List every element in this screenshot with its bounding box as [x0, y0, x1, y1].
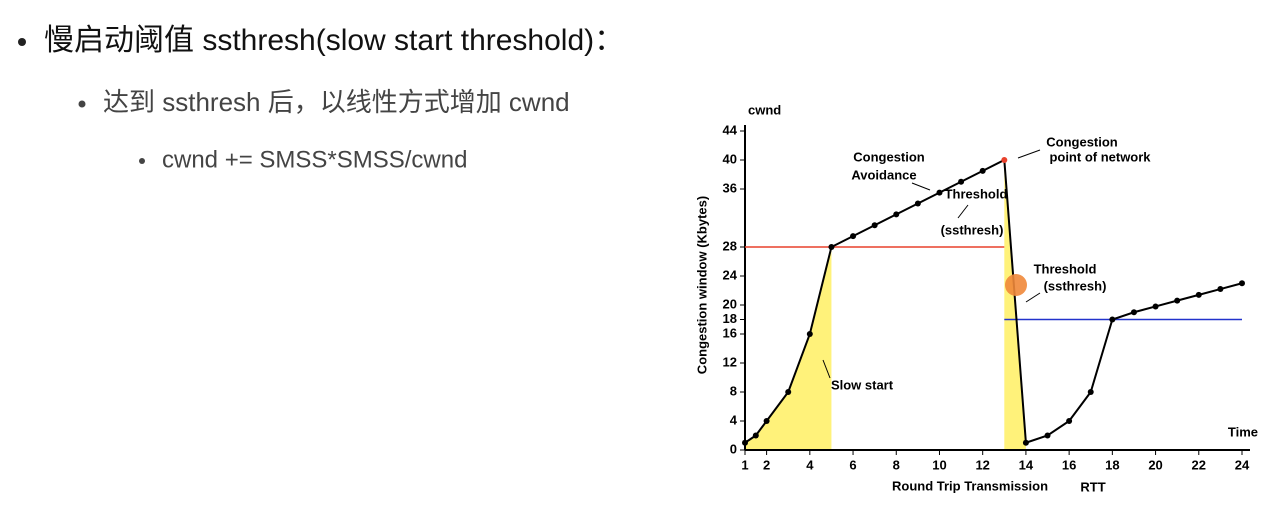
leader-line — [1017, 149, 1041, 159]
annotation: (ssthresh) — [941, 222, 1004, 237]
data-point — [1022, 439, 1029, 446]
x-tick-label: 10 — [932, 457, 946, 472]
leader-line — [957, 204, 969, 219]
bullet-1: 慢启动阈值 ssthresh(slow start threshold)： — [44, 24, 624, 57]
y-tick-label: 20 — [723, 296, 737, 311]
data-point — [1195, 291, 1202, 298]
x-unit: RTT — [1080, 479, 1105, 494]
y-tick-label: 4 — [730, 412, 738, 427]
x-tick-label: 16 — [1062, 457, 1076, 472]
data-point — [1001, 157, 1008, 163]
data-point — [828, 244, 835, 250]
y-tick-label: 18 — [723, 311, 737, 326]
annotation: Threshold — [945, 186, 1008, 201]
bullet-3: cwnd += SMSS*SMSS/cwnd — [162, 146, 467, 173]
data-point — [1109, 316, 1116, 323]
annotation: Slow start — [831, 377, 894, 392]
y-tick-label: 36 — [723, 180, 737, 195]
y-label: Congestion window (Kbytes) — [694, 196, 709, 374]
y-tick-label: 12 — [723, 354, 737, 369]
data-point — [806, 331, 813, 337]
data-point — [871, 222, 878, 229]
data-point — [893, 211, 900, 218]
y-tick-label: 24 — [723, 267, 738, 282]
y-tick-label: 0 — [730, 441, 737, 456]
x-tick-label: 24 — [1235, 457, 1250, 472]
x-tick-label: 18 — [1105, 457, 1119, 472]
x-tick-label: 22 — [1192, 457, 1206, 472]
bullet-dot — [18, 38, 26, 46]
x-tick-label: 20 — [1148, 457, 1162, 472]
data-point — [850, 233, 857, 240]
x-tick-label: 8 — [893, 457, 900, 472]
y-tick-label: 44 — [723, 122, 738, 137]
y-tick-label: 28 — [723, 238, 737, 253]
annotation: Avoidance — [851, 167, 916, 182]
shaded-area — [745, 247, 832, 450]
annotation: point of network — [1049, 149, 1151, 164]
leader-line — [1025, 292, 1041, 303]
bullet-dot — [78, 100, 86, 108]
data-point — [1174, 297, 1181, 304]
data-point — [1087, 389, 1094, 395]
x-axis-title: Time — [1228, 424, 1258, 439]
data-point — [1217, 286, 1224, 293]
bullet-dot — [139, 158, 145, 164]
y-tick-label: 40 — [723, 151, 737, 166]
data-point — [979, 167, 986, 174]
data-point — [936, 189, 943, 196]
annotation: (ssthresh) — [1044, 278, 1107, 293]
x-tick-label: 2 — [763, 457, 770, 472]
data-point — [1130, 309, 1137, 316]
y-tick-label: 16 — [723, 325, 737, 340]
x-label: Round Trip Transmission — [892, 478, 1048, 493]
x-tick-label: 1 — [741, 457, 748, 472]
data-point — [1044, 432, 1051, 439]
data-point — [785, 389, 792, 395]
bullet-2: 达到 ssthresh 后，以线性方式增加 cwnd — [103, 87, 570, 117]
leader-line — [822, 359, 831, 379]
x-tick-label: 14 — [1019, 457, 1034, 472]
data-point — [752, 432, 759, 439]
data-point — [1066, 418, 1073, 424]
annotation: Congestion — [853, 149, 925, 164]
data-point — [742, 439, 748, 446]
cursor — [1005, 274, 1027, 296]
annotation: Threshold — [1034, 261, 1097, 276]
x-tick-label: 4 — [806, 457, 814, 472]
annotation: Congestion — [1046, 134, 1118, 149]
data-point — [763, 418, 770, 424]
data-point — [1239, 280, 1245, 287]
y-axis-title: cwnd — [748, 102, 781, 117]
data-point — [1152, 303, 1159, 310]
leader-line — [911, 182, 931, 191]
x-tick-label: 6 — [849, 457, 856, 472]
y-tick-label: 8 — [730, 383, 737, 398]
data-point — [914, 200, 921, 207]
data-point — [958, 178, 965, 185]
x-tick-label: 12 — [975, 457, 989, 472]
